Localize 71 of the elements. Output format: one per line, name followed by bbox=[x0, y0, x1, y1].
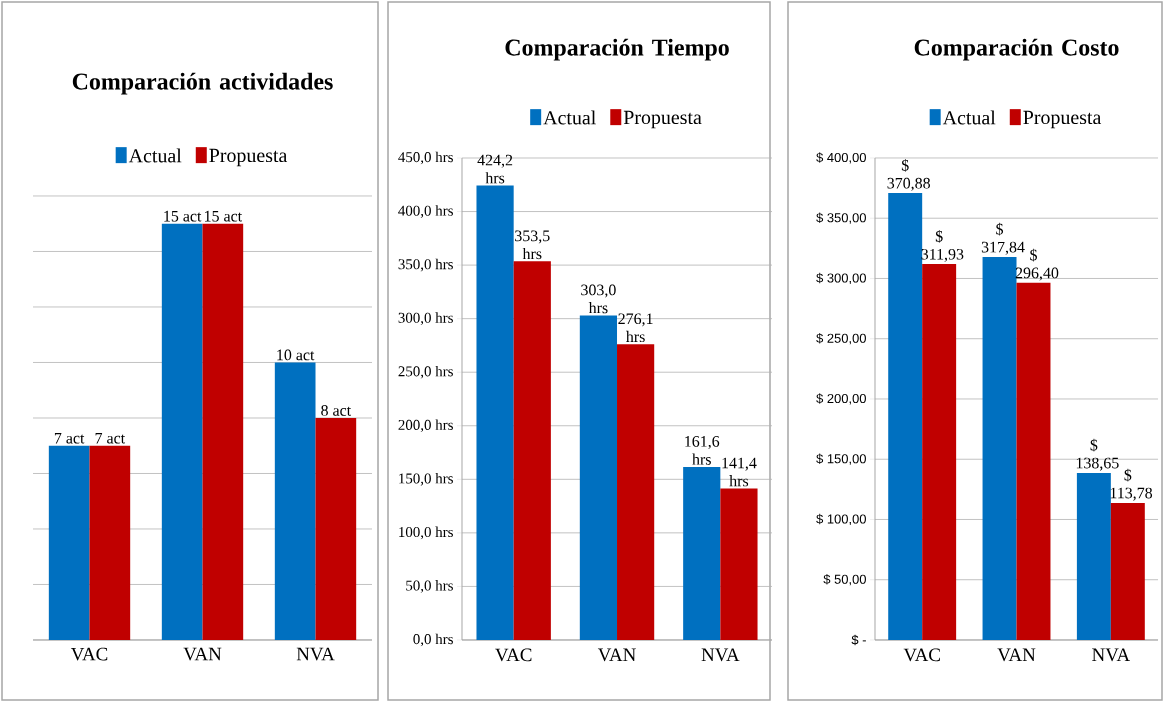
y-tick-label: 400,0 hrs bbox=[398, 205, 453, 218]
data-label: $ 317,84 bbox=[981, 222, 1025, 255]
bar bbox=[683, 466, 721, 640]
y-tick-label: 100,0 hrs bbox=[399, 526, 453, 540]
data-label: 424,2 hrs bbox=[477, 154, 513, 184]
y-tick-label: 0,0 hrs bbox=[413, 633, 453, 647]
x-tick-label: VAC bbox=[70, 647, 108, 661]
bar bbox=[888, 193, 923, 640]
data-label: $ 370,88 bbox=[887, 158, 930, 191]
bar bbox=[579, 315, 618, 640]
bar bbox=[513, 261, 551, 640]
data-label: 161,6 hrs bbox=[685, 436, 720, 465]
x-tick-label: VAC bbox=[903, 648, 940, 662]
data-label: 7 act bbox=[95, 432, 126, 444]
legend-label: Actual bbox=[128, 148, 182, 163]
y-tick-label: $ 300,00 bbox=[816, 272, 866, 285]
bar bbox=[982, 256, 1017, 640]
bar bbox=[1110, 502, 1145, 640]
legend-label: Actual bbox=[942, 110, 996, 125]
bar bbox=[922, 264, 957, 640]
bar bbox=[1076, 472, 1111, 640]
data-label: $ 138,65 bbox=[1076, 438, 1119, 471]
data-label: 276,1 hrs bbox=[618, 313, 653, 343]
y-tick-label: $ - bbox=[851, 634, 866, 646]
y-tick-label: $ 150,00 bbox=[816, 453, 866, 465]
chart-title: Comparación actividades bbox=[72, 72, 333, 95]
x-tick-label: VAN bbox=[597, 648, 636, 662]
y-tick-label: 250,0 hrs bbox=[398, 365, 453, 379]
y-tick-label: 300,0 hrs bbox=[398, 312, 453, 325]
data-label: 141,4 hrs bbox=[722, 457, 757, 487]
x-tick-label: NVA bbox=[1092, 648, 1130, 662]
chart-title: Comparación Costo bbox=[914, 38, 1119, 61]
data-label: 8 act bbox=[321, 405, 352, 416]
bar bbox=[315, 417, 357, 640]
data-label: 353,5 hrs bbox=[515, 230, 550, 260]
y-tick-label: $ 400,00 bbox=[816, 152, 866, 164]
bar bbox=[1016, 282, 1051, 640]
legend-label: Propuesta bbox=[209, 148, 288, 167]
y-tick-label: $ 50,00 bbox=[823, 574, 866, 586]
data-label: 10 act bbox=[277, 349, 315, 361]
data-label: $ 113,78 bbox=[1110, 468, 1153, 501]
data-label: 15 act bbox=[205, 210, 242, 222]
bar bbox=[202, 223, 244, 640]
y-tick-label: 50,0 hrs bbox=[406, 580, 453, 593]
x-tick-label: VAN bbox=[183, 647, 222, 661]
legend-label: Actual bbox=[543, 110, 596, 125]
x-tick-label: NVA bbox=[701, 648, 740, 662]
bar bbox=[48, 445, 90, 640]
y-tick-label: $ 200,00 bbox=[816, 393, 866, 405]
data-label: 303,0 hrs bbox=[581, 284, 616, 314]
bar bbox=[617, 344, 655, 640]
x-tick-label: NVA bbox=[296, 647, 335, 661]
bar bbox=[161, 223, 203, 640]
data-label: 15 act bbox=[164, 210, 202, 222]
data-label: 7 act bbox=[54, 432, 85, 444]
y-tick-label: 350,0 hrs bbox=[398, 258, 453, 272]
bar bbox=[274, 362, 316, 640]
bar bbox=[89, 445, 131, 640]
bar bbox=[720, 488, 758, 640]
y-tick-label: $ 350,00 bbox=[816, 212, 866, 224]
legend-label: Propuesta bbox=[623, 110, 702, 129]
y-tick-label: 200,0 hrs bbox=[398, 419, 453, 433]
y-tick-label: 450,0 hrs bbox=[398, 151, 453, 165]
y-tick-label: $ 250,00 bbox=[816, 333, 866, 345]
chart-title: Comparación Tiempo bbox=[505, 38, 729, 61]
x-tick-label: VAN bbox=[997, 648, 1036, 662]
y-tick-label: 150,0 hrs bbox=[399, 472, 453, 486]
legend-label: Propuesta bbox=[1023, 110, 1102, 129]
bar bbox=[476, 185, 514, 640]
x-tick-label: VAC bbox=[495, 648, 532, 662]
y-tick-label: $ 100,00 bbox=[816, 513, 866, 526]
